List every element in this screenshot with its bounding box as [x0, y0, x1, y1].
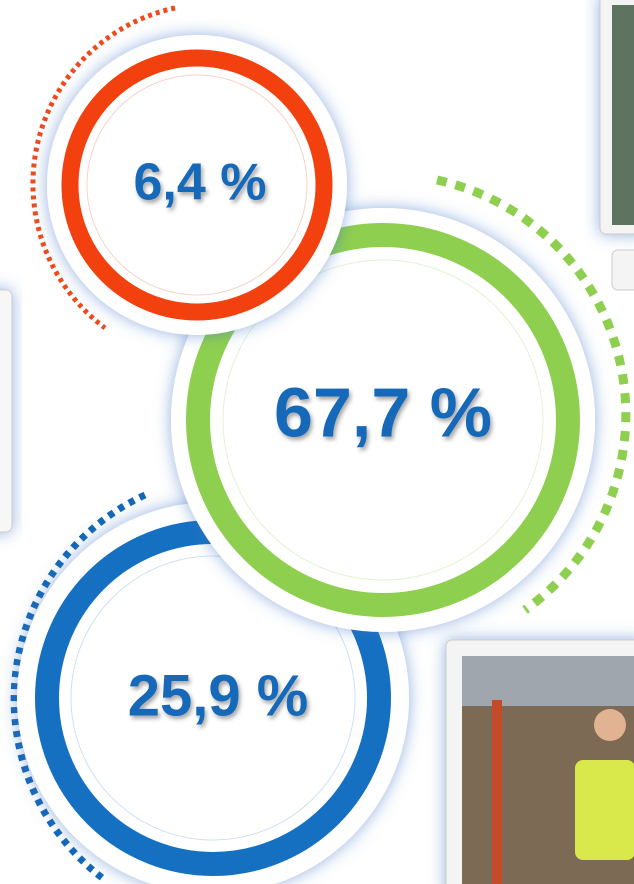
circle-inner-line [86, 74, 308, 296]
percent-label: 67,7 % [274, 373, 492, 451]
photo-card [611, 249, 634, 291]
circle-ring [186, 223, 580, 617]
percent-label: 25,9 % [128, 663, 309, 728]
percent-label: 6,4 % [134, 154, 267, 212]
circle-green: 67,7 % [171, 208, 595, 632]
photo-detail [492, 700, 502, 884]
photo-card [0, 289, 13, 533]
photo [612, 5, 634, 225]
circle-inner-line [222, 259, 544, 581]
circle-inner-line [70, 555, 356, 841]
circle-red: 6,4 % [47, 35, 347, 335]
photo-detail [462, 656, 634, 706]
photo-detail [575, 760, 634, 860]
photo-detail [594, 709, 626, 741]
circle-disc [171, 208, 595, 632]
circle-ring [61, 49, 333, 321]
circle-disc [47, 35, 347, 335]
dotted-arc [10, 491, 147, 883]
dotted-arc [436, 175, 631, 614]
